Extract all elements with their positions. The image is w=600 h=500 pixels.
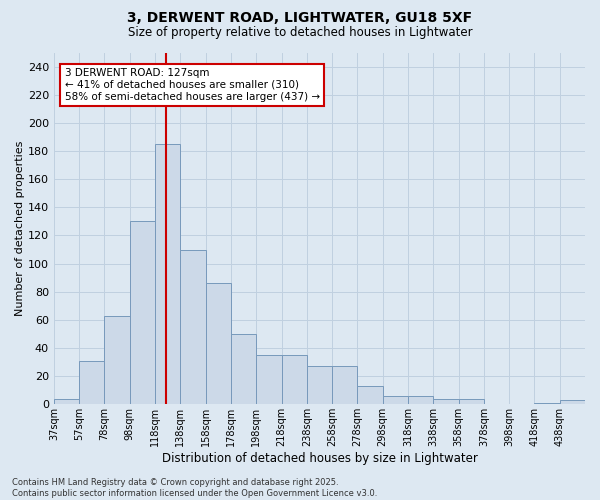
Bar: [79, 360, 104, 405]
Bar: [231, 334, 256, 404]
Bar: [256, 355, 281, 405]
Bar: [560, 400, 585, 404]
Bar: [332, 366, 358, 405]
X-axis label: Distribution of detached houses by size in Lightwater: Distribution of detached houses by size …: [161, 452, 478, 465]
Y-axis label: Number of detached properties: Number of detached properties: [15, 140, 25, 316]
Text: Size of property relative to detached houses in Lightwater: Size of property relative to detached ho…: [128, 26, 472, 39]
Text: Contains HM Land Registry data © Crown copyright and database right 2025.
Contai: Contains HM Land Registry data © Crown c…: [12, 478, 377, 498]
Bar: [104, 316, 130, 404]
Bar: [383, 396, 408, 404]
Bar: [206, 284, 231, 405]
Bar: [408, 396, 433, 404]
Bar: [130, 222, 155, 404]
Bar: [433, 398, 458, 404]
Bar: [358, 386, 383, 404]
Text: 3, DERWENT ROAD, LIGHTWATER, GU18 5XF: 3, DERWENT ROAD, LIGHTWATER, GU18 5XF: [127, 11, 473, 25]
Text: 3 DERWENT ROAD: 127sqm
← 41% of detached houses are smaller (310)
58% of semi-de: 3 DERWENT ROAD: 127sqm ← 41% of detached…: [65, 68, 320, 102]
Bar: [54, 398, 79, 404]
Bar: [181, 250, 206, 404]
Bar: [535, 403, 560, 404]
Bar: [458, 398, 484, 404]
Bar: [281, 355, 307, 405]
Bar: [307, 366, 332, 405]
Bar: [155, 144, 181, 405]
